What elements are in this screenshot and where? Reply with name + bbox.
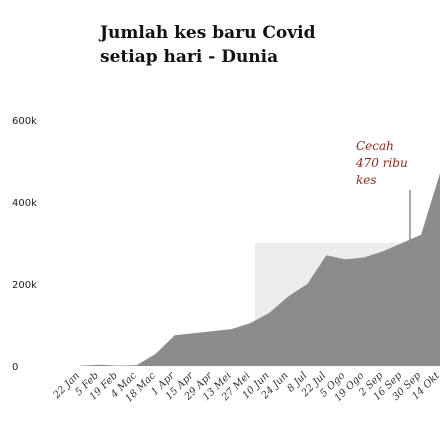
- y-tick-label: 200k: [12, 280, 37, 291]
- chart-title: setiap hari - Dunia: [100, 47, 278, 67]
- area: [80, 173, 440, 366]
- annotation: 470 ribu: [355, 156, 408, 170]
- y-tick-label: 600k: [12, 116, 37, 127]
- y-tick-label: 0: [12, 362, 18, 373]
- y-tick-label: 400k: [12, 198, 37, 209]
- annotation: Cecah: [356, 139, 394, 153]
- chart-title: Jumlah kes baru Covid: [98, 23, 316, 43]
- annotation: kes: [356, 173, 377, 187]
